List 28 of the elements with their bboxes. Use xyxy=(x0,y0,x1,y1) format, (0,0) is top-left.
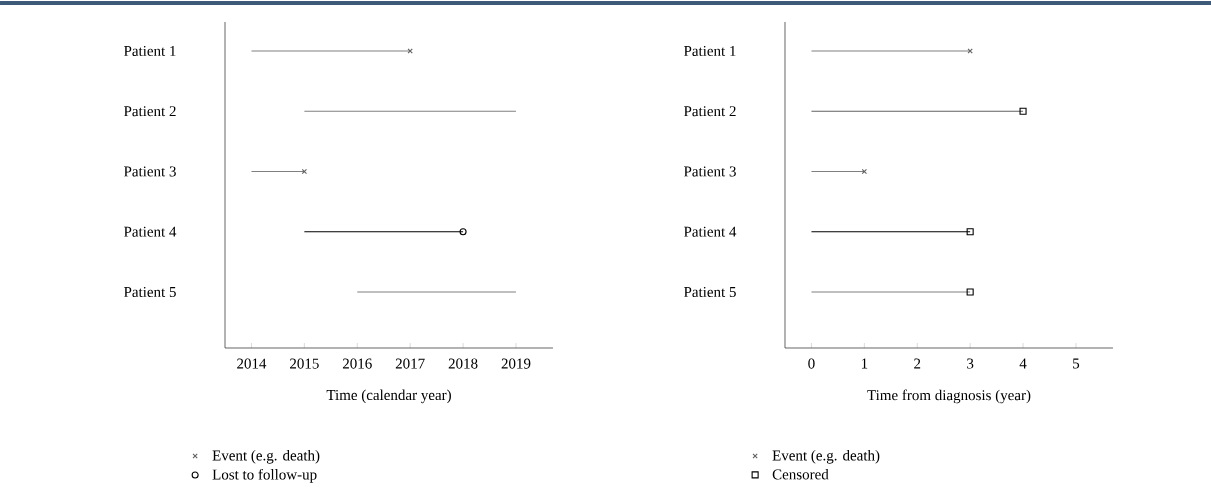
y-tick-label: Patient 2 xyxy=(683,106,736,117)
x-tick-label: 3 xyxy=(967,358,974,369)
x-tick-label: 4 xyxy=(1019,358,1027,369)
legend-label: Lost to follow-up xyxy=(212,468,317,483)
x-tick-label: 5 xyxy=(1073,358,1080,369)
y-tick-label: Patient 4 xyxy=(123,226,177,237)
x-axis-title: Time (calendar year) xyxy=(326,389,451,404)
y-tick-label: Patient 5 xyxy=(123,286,176,297)
x-tick-label: 2017 xyxy=(395,358,425,369)
legend-label: Censored xyxy=(772,468,829,480)
legend-label: Event (e.g. death) xyxy=(212,450,320,464)
x-tick-label: 2018 xyxy=(448,358,478,369)
x-tick-label: 2016 xyxy=(342,358,372,369)
y-tick-label: Patient 1 xyxy=(683,45,736,56)
x-axis-title: Time from diagnosis (year) xyxy=(867,389,1031,404)
x-tick-label: 2014 xyxy=(237,358,267,369)
y-tick-label: Patient 3 xyxy=(123,166,176,177)
legend-label: Event (e.g. death) xyxy=(772,450,880,464)
y-tick-label: Patient 3 xyxy=(683,166,736,177)
x-tick-label: 2019 xyxy=(501,358,531,369)
y-tick-label: Patient 4 xyxy=(683,226,737,237)
x-tick-label: 1 xyxy=(861,358,868,369)
y-tick-label: Patient 1 xyxy=(123,45,176,56)
x-tick-label: 2015 xyxy=(290,358,319,369)
y-tick-label: Patient 5 xyxy=(683,286,736,297)
x-tick-label: 2 xyxy=(914,358,921,369)
x-tick-label: 0 xyxy=(808,358,815,369)
y-tick-label: Patient 2 xyxy=(123,106,176,117)
